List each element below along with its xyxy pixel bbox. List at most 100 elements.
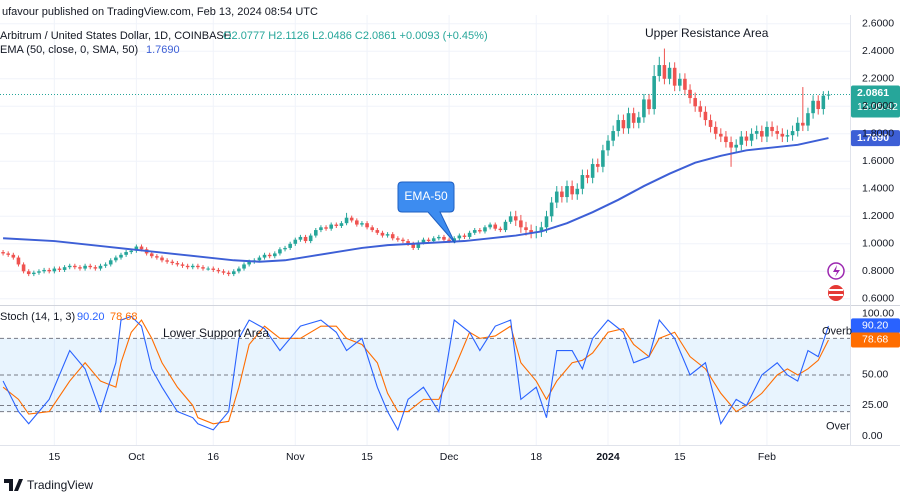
candle-body bbox=[185, 265, 190, 268]
candle-body bbox=[595, 164, 600, 167]
candle-body bbox=[621, 120, 626, 129]
candle-body bbox=[324, 227, 328, 229]
icon-bolt bbox=[833, 265, 840, 277]
ema-price-label: 1.7690 bbox=[857, 132, 889, 144]
candle-body bbox=[303, 236, 308, 242]
candle-body bbox=[821, 95, 826, 110]
candle-body bbox=[478, 230, 482, 232]
candle-body bbox=[267, 254, 272, 257]
candle-body bbox=[298, 236, 303, 240]
candle-body bbox=[355, 220, 359, 225]
candle-body bbox=[667, 67, 672, 79]
candle-body bbox=[549, 202, 554, 217]
candle-body bbox=[693, 98, 697, 107]
candle-body bbox=[601, 150, 605, 167]
candle-body bbox=[360, 223, 364, 225]
last-price-label: 2.0861 bbox=[857, 87, 889, 99]
candle-body bbox=[795, 122, 800, 132]
last-price-box bbox=[851, 85, 900, 118]
candle-body bbox=[283, 247, 287, 250]
candle-body bbox=[493, 224, 498, 229]
candle-body bbox=[554, 191, 559, 203]
stoch-tick-label: 100.00 bbox=[862, 308, 894, 320]
candle-body bbox=[524, 227, 528, 231]
candle-body bbox=[647, 99, 651, 110]
candle-body bbox=[62, 267, 67, 270]
candle-body bbox=[519, 220, 523, 228]
candle-body bbox=[483, 227, 487, 232]
candle-body bbox=[760, 131, 764, 137]
candle-body bbox=[108, 260, 113, 265]
candle-body bbox=[575, 188, 580, 195]
candle-body bbox=[278, 249, 282, 254]
y-tick-label: 2.4000 bbox=[862, 45, 894, 57]
indicator-icons bbox=[827, 262, 845, 301]
candle-body bbox=[790, 131, 795, 136]
candle-body bbox=[319, 227, 323, 231]
x-tick-label: 15 bbox=[48, 451, 60, 463]
candle-body bbox=[196, 265, 200, 268]
stoch-line bbox=[2, 315, 829, 432]
stoch-line bbox=[2, 319, 829, 425]
stoch-tick-label: 25.00 bbox=[862, 399, 888, 411]
candle-body bbox=[626, 113, 631, 129]
candle-body bbox=[744, 136, 749, 141]
x-tick-label: 16 bbox=[207, 451, 219, 463]
candle-body bbox=[226, 272, 231, 275]
candle-body bbox=[719, 133, 723, 137]
candle-body bbox=[570, 186, 574, 195]
ema-price-box bbox=[851, 130, 900, 147]
stoch-value-box bbox=[851, 318, 900, 334]
ema-callout: EMA-50 bbox=[397, 181, 456, 244]
y-tick-label: 1.0000 bbox=[862, 238, 894, 250]
candle-body bbox=[678, 78, 682, 86]
x-tick-label: 15 bbox=[361, 451, 373, 463]
candle-body bbox=[749, 133, 754, 141]
candle-body bbox=[190, 265, 195, 268]
candle-body bbox=[590, 164, 595, 178]
candle-body bbox=[462, 235, 467, 237]
countdown-label: 15:05:42 bbox=[857, 101, 898, 113]
stoch-value-label: 90.20 bbox=[862, 320, 888, 332]
candle-body bbox=[642, 99, 646, 118]
candle-body bbox=[442, 236, 446, 240]
candle-body bbox=[472, 230, 477, 233]
candle-body bbox=[344, 217, 349, 224]
candle-body bbox=[334, 224, 339, 226]
candle-body bbox=[52, 268, 57, 272]
candle-body bbox=[775, 131, 779, 134]
candle-body bbox=[411, 243, 416, 248]
stoch-d-value: 78.68 bbox=[110, 311, 138, 323]
candle-body bbox=[134, 246, 139, 251]
candle-body bbox=[201, 267, 205, 269]
candle-body bbox=[247, 261, 251, 265]
stoch-value-box bbox=[851, 332, 900, 348]
candle-body bbox=[447, 239, 451, 242]
candle-body bbox=[457, 235, 462, 239]
y-tick-label: 1.6000 bbox=[862, 155, 894, 167]
y-tick-label: 2.2000 bbox=[862, 73, 894, 85]
y-tick-label: 2.0000 bbox=[862, 100, 894, 112]
x-tick-label: Feb bbox=[758, 451, 776, 463]
candle-body bbox=[688, 89, 692, 99]
candle-body bbox=[180, 264, 185, 266]
candle-body bbox=[237, 268, 241, 272]
candle-body bbox=[539, 227, 544, 232]
ema-line bbox=[3, 137, 829, 263]
candle-body bbox=[216, 269, 221, 272]
candle-body bbox=[770, 126, 774, 132]
plot-area bbox=[0, 48, 850, 432]
ohlc-values: O2.0777 H2.1126 L2.0486 C2.0861 +0.0093 … bbox=[223, 30, 488, 42]
candle-body bbox=[503, 221, 508, 231]
candle-body bbox=[724, 136, 728, 143]
callout-bubble bbox=[397, 181, 456, 244]
candle-body bbox=[708, 120, 713, 127]
candle-body bbox=[98, 265, 103, 269]
candle-body bbox=[16, 257, 21, 265]
candle-body bbox=[114, 257, 118, 261]
candle-body bbox=[329, 224, 333, 229]
brand-name: TradingView bbox=[27, 478, 93, 492]
candle-body bbox=[467, 232, 472, 237]
candle-body bbox=[508, 216, 513, 222]
